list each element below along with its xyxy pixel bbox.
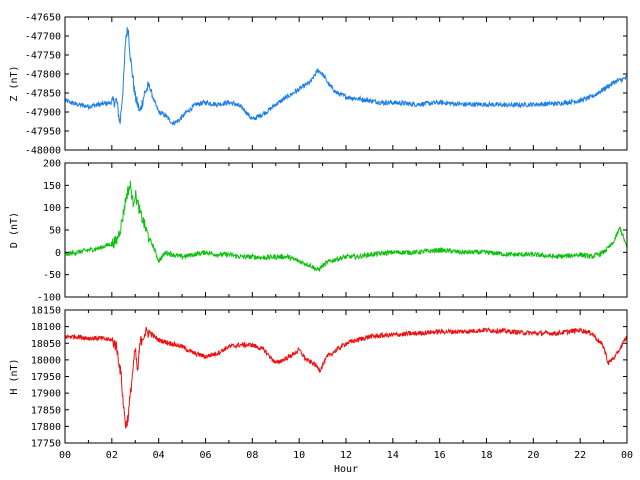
h-x-tick-label: 08 <box>246 450 258 461</box>
h-panel: 1775017800178501790017950180001805018100… <box>9 306 633 476</box>
h-y-tick-label: 18000 <box>31 355 61 366</box>
d-plot-frame <box>64 162 628 298</box>
h-x-tick-label: 12 <box>340 450 352 461</box>
h-y-tick-label: 18150 <box>31 306 61 317</box>
z-y-tick-label: -47950 <box>25 127 61 138</box>
x-axis-label: Hour <box>334 464 358 475</box>
d-y-tick-label: -100 <box>37 293 61 304</box>
h-x-tick-label: 02 <box>106 450 118 461</box>
d-y-tick-label: 100 <box>43 203 61 214</box>
h-y-axis-label: H (nT) <box>9 358 20 394</box>
h-x-tick-label: 18 <box>480 450 492 461</box>
h-x-tick-label: 04 <box>153 450 165 461</box>
z-y-axis-label: Z (nT) <box>9 65 20 101</box>
h-y-tick-label: 17750 <box>31 439 61 450</box>
z-panel: -48000 -47950 -47900 -47850 -47800 -47750 -477… <box>9 13 628 157</box>
z-y-tick-label: -47900 <box>25 108 61 119</box>
d-y-tick-label: -50 <box>43 270 61 281</box>
h-x-tick-label: 00 <box>621 450 633 461</box>
z-y-tick-label: -47800 <box>25 70 61 81</box>
d-y-axis-label: D (nT) <box>9 212 20 248</box>
h-y-tick-label: 17950 <box>31 372 61 383</box>
d-panel: -100 -50 0 50 100 150 200 D (nT) <box>9 159 628 304</box>
z-y-tick-label: -47700 <box>25 32 61 43</box>
z-y-tick-label: -47750 <box>25 51 61 62</box>
h-x-tick-label: 00 <box>59 450 71 461</box>
h-x-tick-label: 06 <box>199 450 211 461</box>
z-series-line-0 <box>64 26 628 126</box>
h-x-tick-label: 20 <box>527 450 539 461</box>
h-y-tick-label: 18100 <box>31 322 61 333</box>
d-y-tick-label: 200 <box>43 159 61 170</box>
h-y-tick-label: 17800 <box>31 422 61 433</box>
z-plot-frame <box>64 16 628 151</box>
d-series-line-0 <box>64 180 628 273</box>
d-y-tick-label: 50 <box>49 226 61 237</box>
h-x-tick-label: 14 <box>387 450 399 461</box>
h-x-tick-label: 16 <box>434 450 446 461</box>
h-y-tick-label: 17850 <box>31 405 61 416</box>
h-x-tick-label: 10 <box>293 450 305 461</box>
d-y-tick-label: 0 <box>55 248 61 259</box>
h-y-tick-label: 18050 <box>31 339 61 350</box>
z-y-tick-label: -47650 <box>25 13 61 24</box>
h-y-tick-label: 17900 <box>31 389 61 400</box>
z-y-tick-label: -48000 <box>25 146 61 157</box>
h-series-line-0 <box>64 326 628 429</box>
h-x-tick-label: 22 <box>574 450 586 461</box>
z-y-tick-label: -47850 <box>25 89 61 100</box>
d-y-tick-label: 150 <box>43 181 61 192</box>
